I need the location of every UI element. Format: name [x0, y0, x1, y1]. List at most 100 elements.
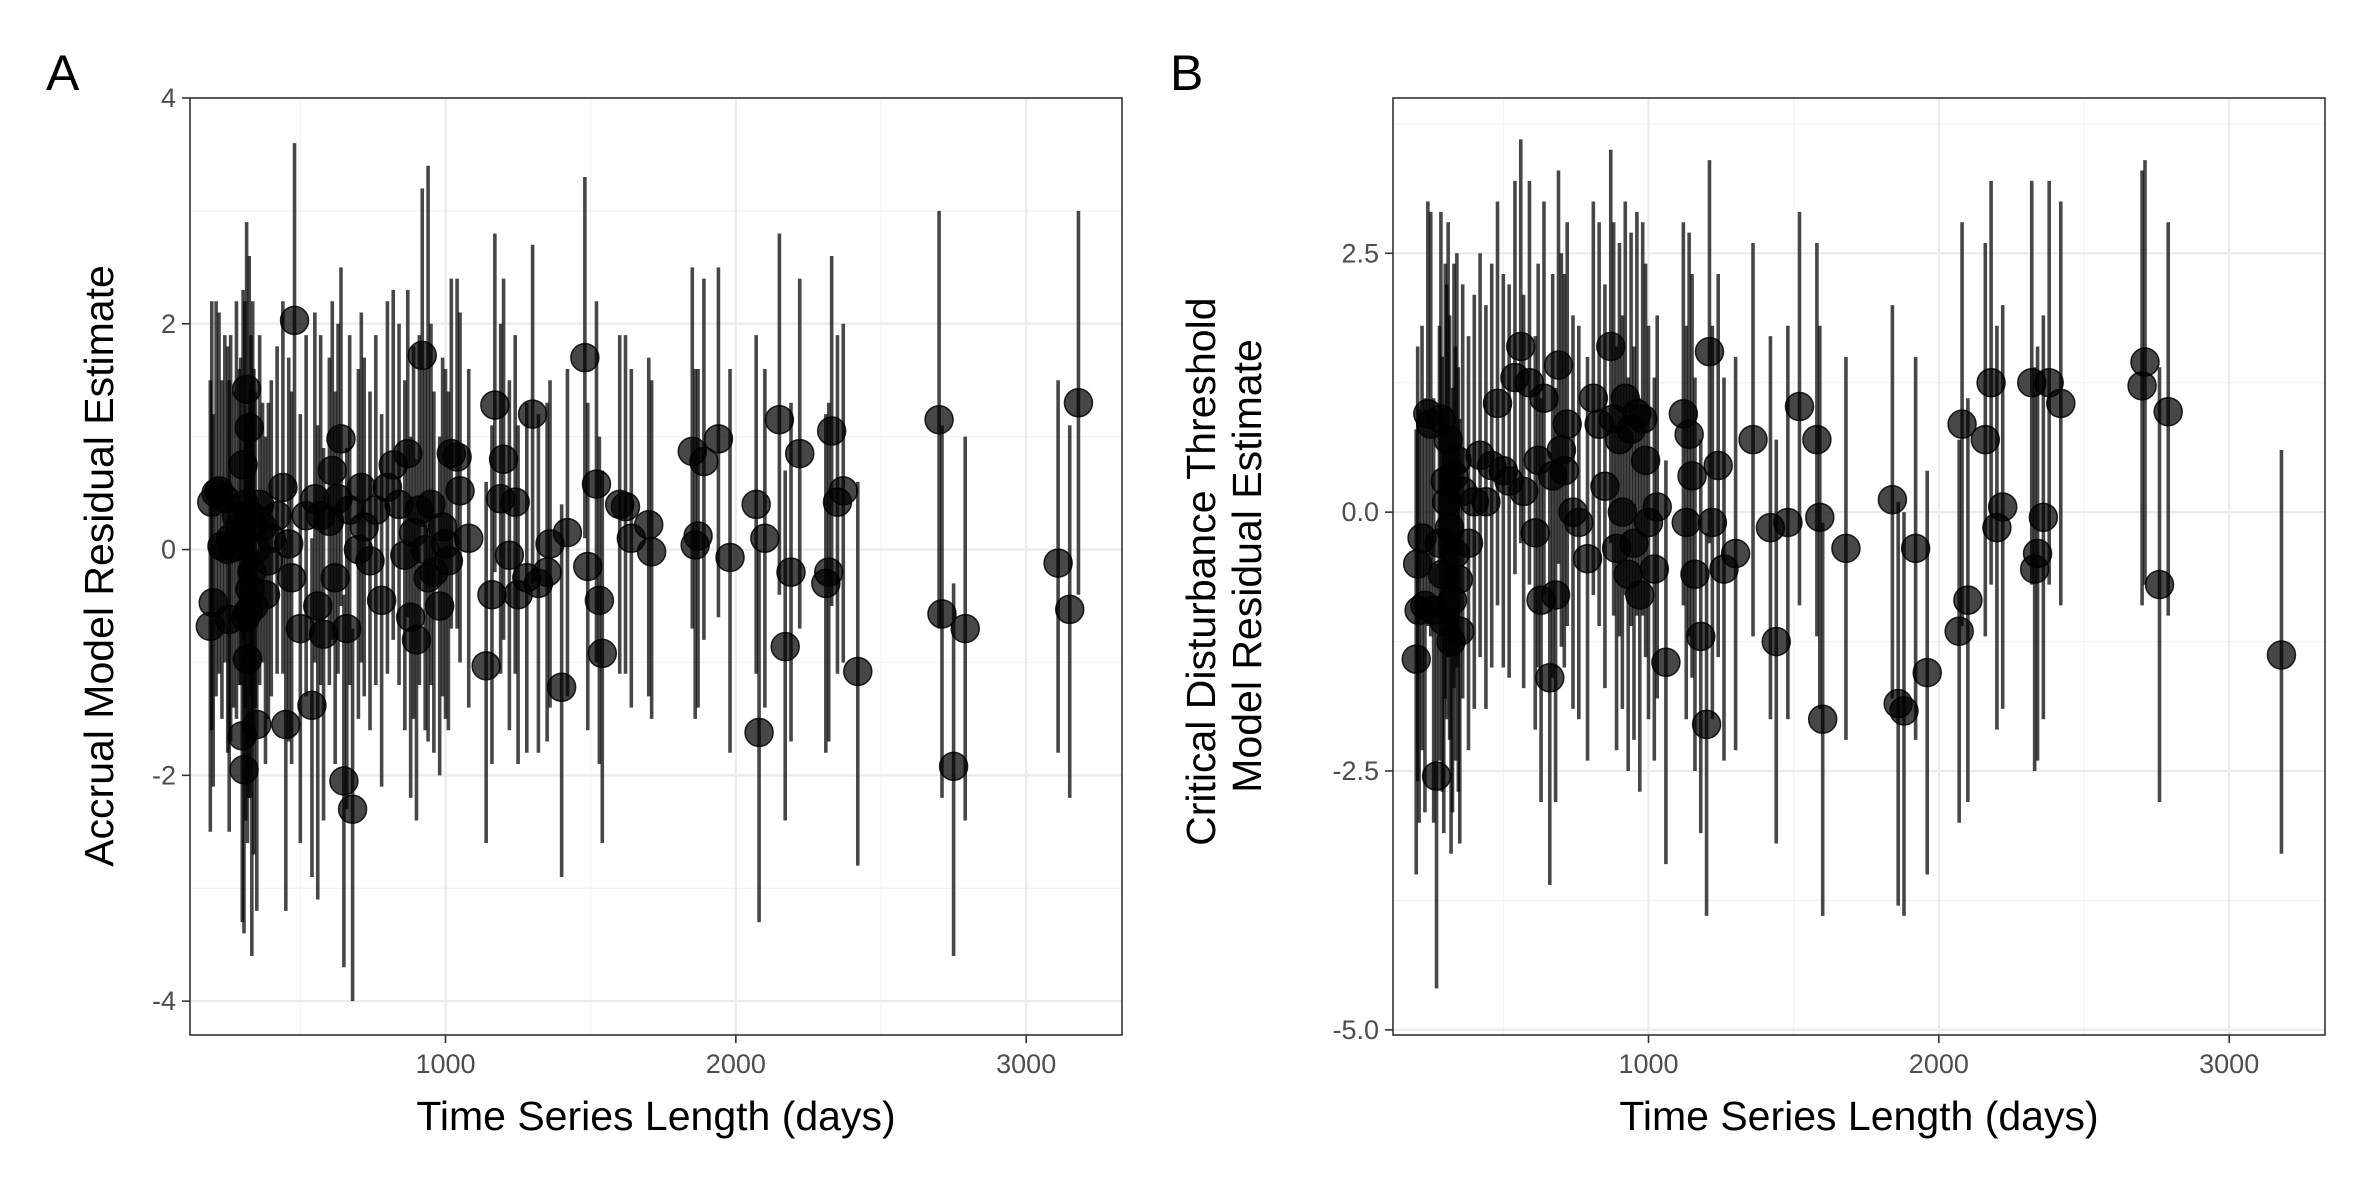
panel-b-data-point: [1444, 565, 1472, 593]
panel-a-y-tick-label: 2: [161, 309, 176, 339]
panel-b-data-point: [1774, 508, 1802, 536]
panel-b-data-point: [2146, 571, 2174, 599]
panel-b-data-point: [1971, 426, 1999, 454]
panel-a-y-axis-title: Accrual Model Residual Estimate: [76, 265, 122, 867]
panel-a-data-point: [269, 473, 297, 501]
panel-a-data-point: [304, 592, 332, 620]
panel-a-data-point: [574, 553, 602, 581]
panel-a-data-point: [278, 564, 306, 592]
panel-b-data-point: [2047, 389, 2075, 417]
panel-a-data-point: [829, 477, 857, 505]
panel-a-data-point: [777, 558, 805, 586]
panel-b-data-point: [1553, 410, 1581, 438]
panel-a-y-tick-label: -4: [152, 986, 176, 1016]
panel-a-data-point: [940, 752, 968, 780]
panel-b-data-point: [1977, 369, 2005, 397]
panel-a-data-point: [434, 547, 462, 575]
panel-b-data-point: [1608, 498, 1636, 526]
panel-b-data-point: [1544, 351, 1572, 379]
panel-b-data-point: [1890, 697, 1918, 725]
panel-a-data-point: [368, 586, 396, 614]
panel-b-data-point: [1652, 648, 1680, 676]
panel-a-data-point: [230, 756, 258, 784]
panel-a-data-point: [333, 615, 361, 643]
panel-b-data-point: [1423, 762, 1451, 790]
panel-a-data-point: [426, 592, 454, 620]
panel-b-data-point: [1521, 519, 1549, 547]
panel-a-data-point: [490, 445, 518, 473]
panel-b-x-tick-label: 1000: [1618, 1049, 1678, 1079]
panel-a-y-tick-label: -2: [152, 760, 176, 790]
panel-a-label: A: [46, 45, 80, 101]
panel-a-data-point: [786, 440, 814, 468]
panel-b-data-point: [1632, 446, 1660, 474]
panel-b-data-point: [1785, 393, 1813, 421]
panel-a-data-point: [481, 391, 509, 419]
panel-a-data-point: [233, 645, 261, 673]
panel-a-data-point: [446, 477, 474, 505]
panel-a-data-point: [233, 375, 261, 403]
panel-b-data-point: [1574, 545, 1602, 573]
panel-a-x-tick-label: 2000: [706, 1049, 766, 1079]
panel-b-data-point: [1681, 560, 1709, 588]
panel-a-data-point: [533, 558, 561, 586]
panel-b-data-point: [1878, 486, 1906, 514]
panel-a-data-point: [472, 652, 500, 680]
panel-a-data-point: [327, 425, 355, 453]
panel-b-data-point: [1704, 452, 1732, 480]
panel-a-data-point: [455, 524, 483, 552]
panel-b-data-point: [1536, 664, 1564, 692]
panel-a-data-point: [235, 414, 263, 442]
panel-a-data-point: [588, 639, 616, 667]
panel-b-data-point: [1472, 488, 1500, 516]
panel-a-data-point: [612, 493, 640, 521]
panel-a-data-point: [339, 795, 367, 823]
panel-a-data-point: [229, 451, 257, 479]
panel-b-data-point: [1698, 508, 1726, 536]
panel-b-x-axis-title: Time Series Length (days): [1619, 1093, 2098, 1139]
panel-a-data-point: [263, 502, 291, 530]
panel-a-data-point: [275, 530, 303, 558]
panel-a-data-point: [281, 306, 309, 334]
panel-b-data-point: [1989, 493, 2017, 521]
panel-a-data-point: [1064, 389, 1092, 417]
panel-a-x-tick-label: 1000: [415, 1049, 475, 1079]
panel-a: A 1000 2000 3000 -4 -2 0 2 4 Time Series Length…: [46, 45, 1122, 1139]
panel-b-data-point: [1954, 586, 1982, 614]
panel-a-data-point: [356, 547, 384, 575]
panel-a-data-point: [478, 581, 506, 609]
panel-b-data-point: [1591, 472, 1619, 500]
panel-b-y-axis-title: Critical Disturbance Threshold Model Res…: [1178, 286, 1270, 846]
panel-b-data-point: [1687, 622, 1715, 650]
panel-a-data-point: [272, 711, 300, 739]
panel-a-data-point: [844, 657, 872, 685]
panel-b-y-tick-label: -2.5: [1332, 756, 1379, 786]
panel-b-data-point: [1643, 493, 1671, 521]
panel-b-x-tick-label: 2000: [1909, 1049, 1969, 1079]
panel-a-data-point: [443, 443, 471, 471]
panel-a-data-point: [402, 626, 430, 654]
panel-a-data-point: [704, 425, 732, 453]
panel-b-data-point: [1565, 508, 1593, 536]
panel-a-data-point: [582, 470, 610, 498]
panel-a-y-tick-label: 0: [161, 535, 176, 565]
panel-b-data-point: [1542, 581, 1570, 609]
panel-b-data-point: [1530, 384, 1558, 412]
panel-a-data-point: [635, 511, 663, 539]
panel-a-data-point: [684, 522, 712, 550]
panel-a-data-point: [571, 344, 599, 372]
panel-b-data-point: [1402, 645, 1430, 673]
panel-a-data-point: [519, 400, 547, 428]
panel-a-data-point: [251, 581, 279, 609]
panel-a-data-point: [716, 543, 744, 571]
panel-b-y-tick-label: 0.0: [1341, 497, 1379, 527]
panel-b-y-tick-label: -5.0: [1332, 1015, 1379, 1045]
panel-a-data-point: [765, 406, 793, 434]
panel-b-y-axis-title-line-1: Critical Disturbance Threshold: [1178, 297, 1224, 845]
panel-a-data-point: [745, 718, 773, 746]
panel-b-data-point: [1739, 426, 1767, 454]
panel-b-label: B: [1170, 45, 1203, 101]
panel-b-data-point: [1550, 457, 1578, 485]
